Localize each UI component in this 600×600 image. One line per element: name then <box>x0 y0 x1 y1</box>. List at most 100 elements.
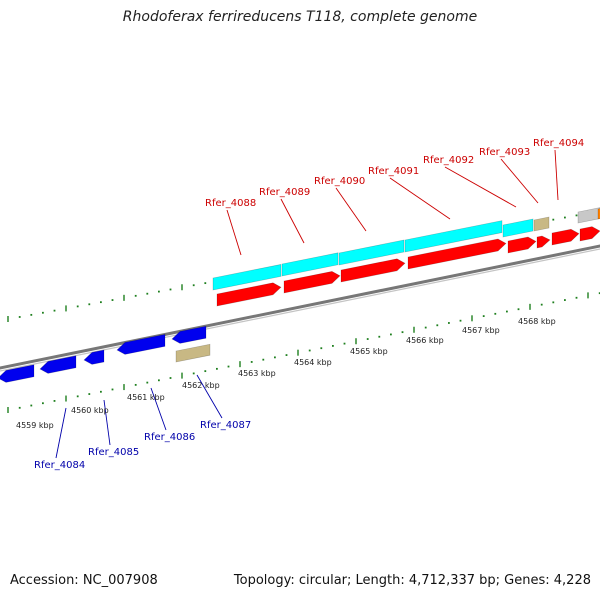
lower-minor-tick <box>285 354 288 356</box>
highlight-bar <box>338 239 405 266</box>
lower-minor-tick <box>262 358 265 361</box>
lower-minor-tick <box>100 390 102 393</box>
lower-minor-tick <box>134 383 137 386</box>
lower-minor-tick <box>274 356 276 359</box>
lower-minor-tick <box>158 379 160 382</box>
accession-text: Accession: NC_007908 <box>10 573 158 588</box>
highlight-bar <box>281 252 339 277</box>
lower-minor-tick <box>506 310 508 313</box>
label-leader <box>196 374 223 419</box>
gene-label-rfer_4084: Rfer_4084 <box>34 460 85 471</box>
lower-minor-tick <box>169 377 172 379</box>
gene-label-rfer_4094: Rfer_4094 <box>533 138 584 149</box>
upper-minor-tick <box>53 309 56 312</box>
forward-cds <box>507 236 537 254</box>
lower-minor-tick <box>494 312 497 315</box>
scale-label: 4564 kbp <box>294 358 332 367</box>
gene-label-rfer_4089: Rfer_4089 <box>259 187 310 198</box>
reverse-cds <box>116 334 166 355</box>
upper-minor-tick <box>88 303 91 306</box>
scale-label: 4562 kbp <box>182 381 220 390</box>
gene-labels: 4559 kbp 4560 kbp 4561 kbp 4562 kbp 4563 kbp… <box>16 138 584 471</box>
lower-minor-tick <box>517 308 520 311</box>
lower-minor-tick <box>424 326 427 329</box>
highlight-bar <box>502 218 534 238</box>
highlight-bar <box>212 264 282 291</box>
upper-minor-tick <box>42 311 44 314</box>
upper-minor-tick <box>30 313 33 316</box>
lower-minor-tick <box>448 322 450 324</box>
lower-minor-tick <box>216 367 218 370</box>
highlight-bar <box>404 220 503 253</box>
gene-label-rfer_4091: Rfer_4091 <box>368 166 419 177</box>
upper-minor-tick <box>146 292 149 295</box>
upper-minor-tick <box>552 218 555 221</box>
lower-minor-tick <box>366 338 369 340</box>
upper-minor-tick <box>575 214 578 217</box>
lower-minor-tick <box>227 365 230 368</box>
upper-minor-tick <box>169 288 172 291</box>
lower-minor-tick <box>552 301 555 304</box>
feature-track <box>0 207 600 383</box>
misc-feature-bar <box>533 216 550 232</box>
upper-minor-tick <box>76 305 79 308</box>
lower-minor-tick <box>320 347 323 350</box>
genome-stats: Topology: circular; Length: 4,712,337 bp… <box>233 573 591 588</box>
forward-cds <box>216 282 282 307</box>
backbone-line <box>0 244 600 370</box>
gene-label-rfer_4087: Rfer_4087 <box>200 420 251 431</box>
lower-minor-tick <box>540 303 543 306</box>
lower-minor-tick <box>30 404 33 407</box>
lower-minor-tick <box>482 315 485 318</box>
label-leader <box>150 387 167 431</box>
map-title: Rhodoferax ferrireducens T118, complete … <box>122 9 478 25</box>
reverse-cds <box>171 325 207 344</box>
reverse-cds <box>0 364 35 383</box>
scale-label: 4563 kbp <box>238 369 276 378</box>
lower-minor-tick <box>308 349 311 352</box>
scale-label: 4559 kbp <box>16 421 54 430</box>
lower-minor-tick <box>564 299 566 301</box>
lower-tick-track <box>7 292 600 413</box>
backbone-shadow <box>0 248 600 372</box>
lower-minor-tick <box>53 400 56 402</box>
lower-minor-tick <box>111 388 114 391</box>
scale-label: 4568 kbp <box>518 317 556 326</box>
gene-label-rfer_4092: Rfer_4092 <box>423 155 474 166</box>
upper-minor-tick <box>564 216 566 219</box>
forward-cds <box>340 258 406 283</box>
misc-feature-bar <box>175 343 211 363</box>
scale-label: 4560 kbp <box>71 406 109 415</box>
label-leader <box>389 177 451 220</box>
scale-label: 4566 kbp <box>406 336 444 345</box>
lower-minor-tick <box>343 342 346 345</box>
upper-minor-tick <box>100 301 102 304</box>
upper-minor-tick <box>111 299 114 301</box>
label-leader <box>554 149 559 201</box>
lower-minor-tick <box>332 345 334 347</box>
lower-minor-tick <box>598 292 600 295</box>
forward-cds <box>551 228 580 246</box>
gene-label-rfer_4090: Rfer_4090 <box>314 176 365 187</box>
lower-minor-tick <box>88 393 91 395</box>
upper-minor-tick <box>204 282 207 285</box>
gene-label-rfer_4093: Rfer_4093 <box>479 147 530 158</box>
upper-minor-tick <box>134 294 137 297</box>
scale-label: 4567 kbp <box>462 326 500 335</box>
lower-minor-tick <box>575 296 578 299</box>
lower-minor-tick <box>390 333 392 336</box>
lower-minor-tick <box>436 324 439 327</box>
lower-minor-tick <box>378 335 381 338</box>
label-leader <box>280 198 305 244</box>
forward-cds <box>579 226 600 242</box>
genome-backbone <box>0 244 600 372</box>
lower-minor-tick <box>42 402 44 405</box>
label-leader <box>226 209 242 256</box>
label-leader <box>335 187 367 232</box>
upper-minor-tick <box>192 284 195 287</box>
label-leader <box>500 158 539 204</box>
lower-minor-tick <box>401 331 404 334</box>
forward-cds <box>283 271 341 294</box>
label-leader <box>444 166 517 208</box>
